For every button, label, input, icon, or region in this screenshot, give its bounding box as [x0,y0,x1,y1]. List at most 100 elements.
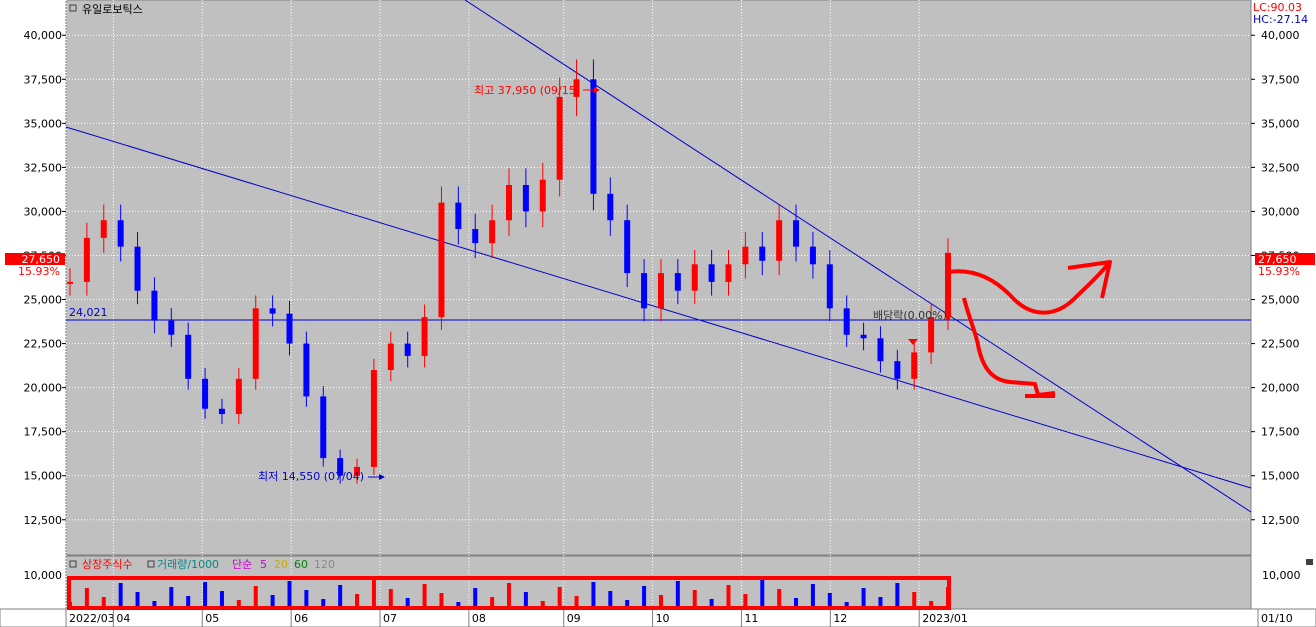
y-tick-label-right: 22,500 [1261,338,1300,351]
candle-body[interactable] [354,466,361,476]
candle-body[interactable] [657,273,664,309]
candle-body[interactable] [472,229,479,244]
candlestick-series[interactable] [67,59,951,484]
volume-bar [912,592,917,606]
candle-body[interactable] [641,273,648,309]
x-tick-label: 12 [833,612,847,625]
candle-body[interactable] [455,202,462,230]
x-tick-label: 2023/01 [922,612,968,625]
y-tick-label-left: 30,000 [24,205,63,218]
volume-bar [658,595,663,606]
current-price-right: 27,650 [1258,253,1297,266]
candle-body[interactable] [489,220,496,244]
candle-body[interactable] [590,79,597,194]
volume-bar [388,589,393,606]
dividend-annotation: 배당락(0.00%) [873,309,947,322]
high-annotation: 최고 37,950 (09/15) [474,84,580,97]
y-tick-label-left: 22,500 [24,338,63,351]
current-price-left: 27,650 [22,253,61,266]
candle-body[interactable] [776,220,783,261]
volume-bar [236,600,241,606]
candle-body[interactable] [759,246,766,261]
volume-bar [810,584,815,606]
candle-body[interactable] [67,281,73,284]
volume-box-icon-2[interactable] [147,560,155,568]
shares-legend: 상장주식수 [82,558,133,571]
candle-body[interactable] [860,334,867,339]
volume-bar [287,581,292,606]
current-change-left: 15.93% [18,265,60,278]
candle-body[interactable] [286,313,293,344]
candle-body[interactable] [252,308,259,379]
candle-body[interactable] [235,378,242,415]
x-tick-label: 06 [294,612,308,625]
volume-bar [456,602,461,606]
candle-body[interactable] [168,320,175,335]
y-tick-label-right: 35,000 [1261,117,1300,130]
candle-body[interactable] [100,220,107,238]
candle-body[interactable] [843,308,850,335]
candle-body[interactable] [607,193,614,221]
candle-body[interactable] [421,317,428,356]
candle-body[interactable] [506,185,512,221]
candle-body[interactable] [117,220,124,247]
candle-body[interactable] [269,308,276,314]
candle-body[interactable] [928,317,935,353]
candle-body[interactable] [691,264,698,291]
candle-body[interactable] [793,220,800,247]
candle-body[interactable] [404,343,411,356]
volume-bar [743,594,748,606]
candle-body[interactable] [370,370,377,467]
candle-body[interactable] [573,79,580,97]
high-arrow-head [594,87,600,93]
volume-panel-close-icon[interactable] [1306,559,1313,565]
y-tick-label-right: 20,000 [1261,382,1300,395]
candle-body[interactable] [894,361,901,379]
candle-body[interactable] [134,246,141,291]
candle-body[interactable] [151,290,158,321]
candle-body[interactable] [438,202,445,318]
candle-body[interactable] [320,396,327,459]
volume-bar [135,592,140,606]
candle-body[interactable] [337,458,344,476]
x-tick-label: 2022/03 [69,612,115,625]
volume-bar [422,584,427,606]
candle-body[interactable] [522,185,529,212]
candle-body[interactable] [826,264,833,309]
candle-body[interactable] [725,264,732,282]
ma120-label: 120 [314,558,335,571]
candle-body[interactable] [83,237,90,282]
candle-body[interactable] [911,352,918,379]
candle-body[interactable] [185,334,192,379]
candle-body[interactable] [809,246,816,265]
x-tick-label: 07 [383,612,397,625]
title-box-icon[interactable] [69,4,77,12]
candle-body[interactable] [624,220,631,274]
current-price-badge-right [1255,253,1315,265]
volume-bar [878,597,883,606]
candle-body[interactable] [674,273,681,291]
volume-bar [84,588,89,606]
y-tick-label-right: 12,500 [1261,514,1300,527]
candle-body[interactable] [303,343,310,397]
volume-bar [439,593,444,606]
volume-bar [557,587,562,606]
candle-body[interactable] [708,264,715,282]
candle-body[interactable] [202,378,209,409]
volume-bar [186,596,191,606]
candle-body[interactable] [218,408,225,415]
candle-body[interactable] [556,96,563,180]
volume-bar [675,581,680,606]
candle-body[interactable] [877,338,884,362]
volume-box-icon[interactable] [69,560,77,568]
candle-body[interactable] [742,246,749,265]
low-annotation: 최저 14,550 (07/04) [258,470,364,483]
y-tick-label-right: 32,500 [1261,161,1300,174]
y-tick-label-left: 40,000 [24,29,63,42]
x-tick-label: 04 [116,612,130,625]
volume-panel[interactable] [65,555,1252,610]
volume-bar [642,586,647,606]
candle-body[interactable] [539,179,546,212]
candle-body[interactable] [387,343,394,370]
